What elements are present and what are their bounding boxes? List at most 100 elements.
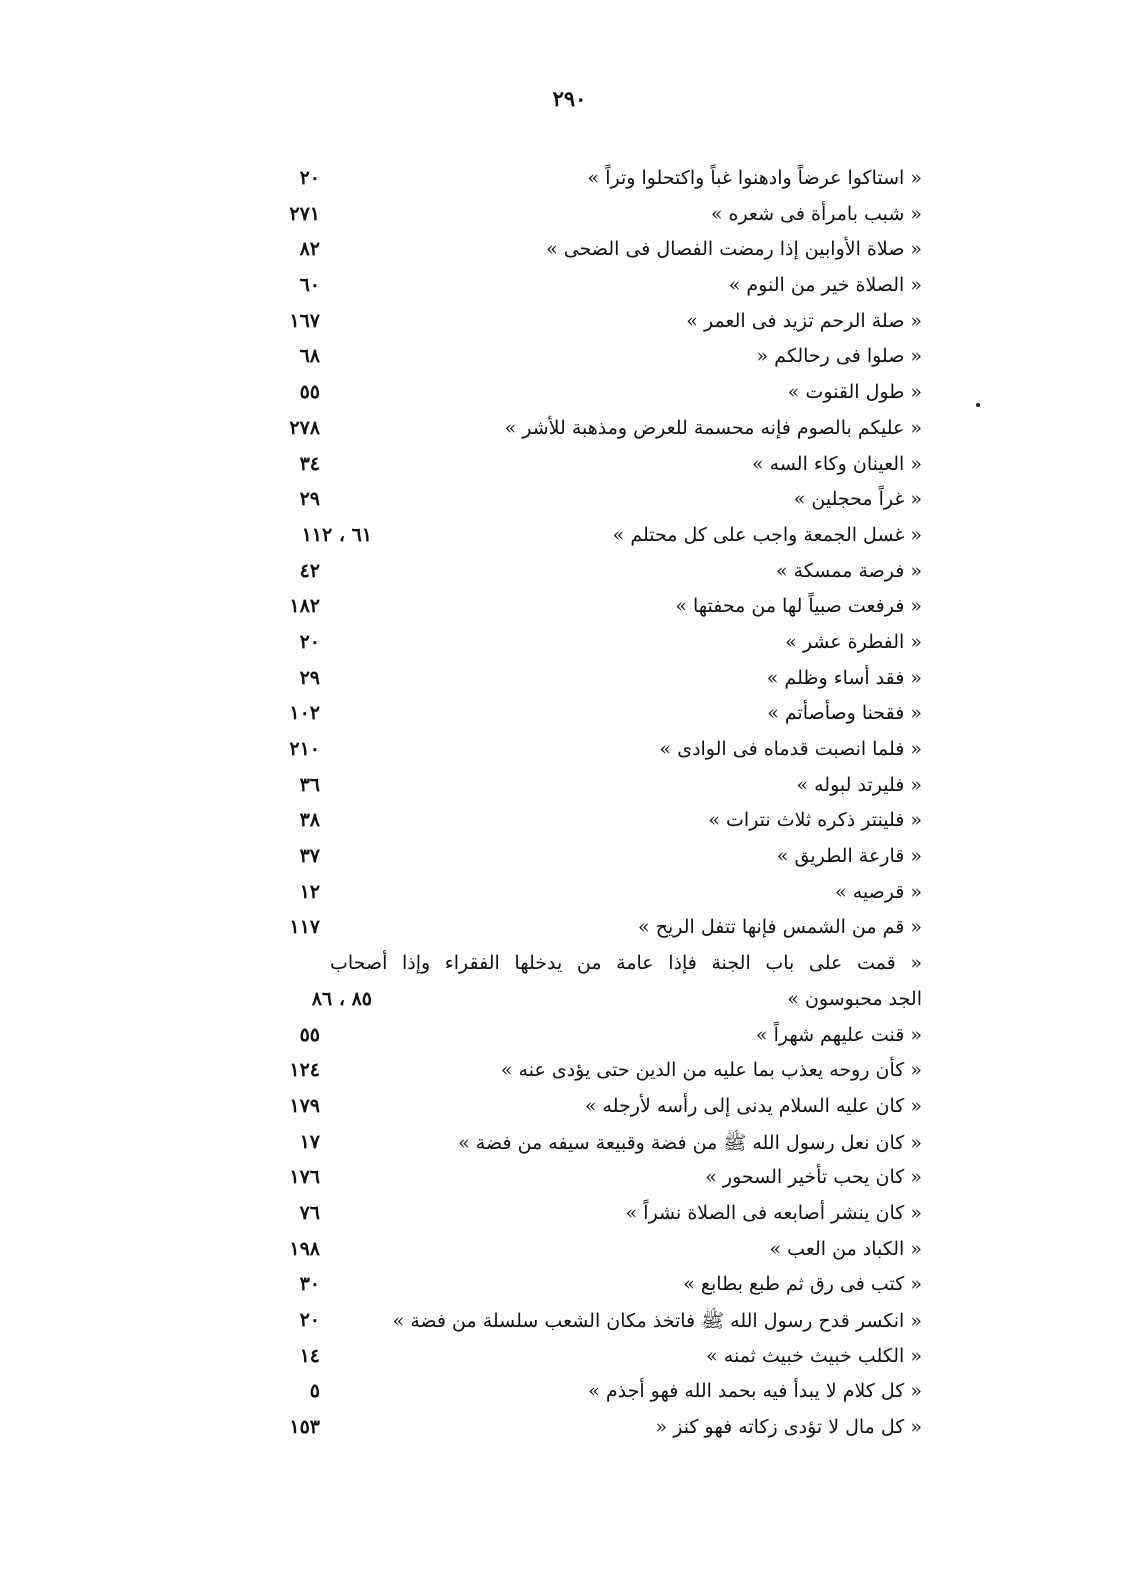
index-entry: « فليرتد لبوله » ٣٦ — [250, 770, 922, 806]
index-entry: « العينان وكاء السه » ٣٤ — [250, 449, 922, 485]
entry-page-refs: ٧٦ — [299, 1201, 320, 1224]
index-entry: « فلينتر ذكره ثلاث نترات » ٣٨ — [250, 805, 922, 841]
index-entry: « غسل الجمعة واجب على كل محتلم » ٦١ ، ١١٢ — [250, 520, 922, 556]
index-entry: « كتب فى رق ثم طبع بطابع » ٣٠ — [250, 1269, 922, 1305]
entry-page-refs: ٣٠ — [299, 1273, 320, 1296]
index-entry: « فقحنا وصأصأتم » ١٠٢ — [250, 698, 922, 734]
entry-page-refs: ١٨٢ — [289, 595, 320, 618]
index-entry: « كان نعل رسول الله ﷺ من فضة وقبيعة سيفه… — [250, 1127, 922, 1163]
entry-page-refs: ٢١٠ — [289, 738, 320, 760]
index-entry: « صلة الرحم تزيد فى العمر » ١٦٧ — [250, 306, 922, 342]
entry-page-refs: ١٩٨ — [289, 1237, 320, 1260]
entry-page-refs: ١٥٣ — [289, 1416, 320, 1439]
entry-text: « قنت عليهم شهراً » — [755, 1023, 922, 1046]
index-entry: « عليكم بالصوم فإنه محسمة للعرض ومذهبة ل… — [250, 413, 922, 449]
entry-text: « الفطرة عشر » — [785, 630, 922, 653]
entry-page-refs: ١٢٤ — [289, 1059, 320, 1082]
entry-page-refs: ٢٩ — [299, 488, 320, 511]
entry-text: « فلما انصبت قدماه فى الوادى » — [659, 738, 922, 760]
entry-text: « فرفعت صبياً لها من محفتها » — [675, 595, 922, 618]
index-entry: « الصلاة خير من النوم » ٦٠ — [250, 270, 922, 306]
index-entry: « قنت عليهم شهراً » ٥٥ — [250, 1020, 922, 1056]
entry-page-refs: ٢٠ — [299, 1309, 320, 1331]
entry-text: الجد محبوسون » — [787, 987, 922, 1010]
entry-text: « غسل الجمعة واجب على كل محتلم » — [612, 523, 922, 546]
entry-text: « طول القنوت » — [787, 381, 922, 404]
entry-page-refs: ١١٧ — [289, 916, 320, 939]
entry-text: « فلينتر ذكره ثلاث نترات » — [708, 809, 922, 832]
entry-page-refs: ٥٥ — [299, 381, 320, 404]
index-entry: « استاكوا عرضاً وادهنوا غباً واكتحلوا وت… — [250, 163, 922, 199]
index-entry: « كان يحب تأخير السحور » ١٧٦ — [250, 1162, 922, 1198]
entry-page-refs: ١٧٩ — [289, 1094, 320, 1117]
index-entries: « استاكوا عرضاً وادهنوا غباً واكتحلوا وت… — [250, 163, 922, 1448]
entry-page-refs: ٨٥ ، ٨٦ — [311, 987, 372, 1010]
entry-page-refs: ٦٨ — [299, 345, 320, 368]
index-entry: « طول القنوت » ٥٥ — [250, 377, 922, 413]
entry-text: « قارعة الطريق » — [776, 845, 922, 868]
entry-page-refs: ٣٤ — [299, 452, 320, 475]
index-entry: الجد محبوسون » ٨٥ ، ٨٦ — [250, 984, 922, 1020]
entry-text: « كتب فى رق ثم طبع بطابع » — [683, 1273, 922, 1296]
entry-text: « شبب بامرأة فى شعره » — [710, 202, 922, 225]
entry-page-refs: ٣٦ — [299, 773, 320, 796]
index-entry: « الكلب خبيث خبيث ثمنه » ١٤ — [250, 1341, 922, 1377]
index-entry: « قرصيه » ١٢ — [250, 877, 922, 913]
entry-page-refs: ٢٠ — [299, 167, 320, 189]
entry-text: « كان عليه السلام يدنى إلى رأسه لأرجله » — [584, 1094, 922, 1117]
entry-text: « عليكم بالصوم فإنه محسمة للعرض ومذهبة ل… — [504, 416, 922, 439]
page-number: ٢٩٠ — [552, 86, 587, 111]
entry-page-refs: ٨٢ — [299, 238, 320, 261]
index-entry: « غراً محجلين » ٢٩ — [250, 484, 922, 520]
entry-page-refs: ٢٩ — [299, 666, 320, 689]
entry-text: « صلوا فى رحالكم « — [756, 345, 922, 368]
entry-page-refs: ٥٥ — [299, 1023, 320, 1046]
index-entry: « قارعة الطريق » ٣٧ — [250, 841, 922, 877]
entry-text: « العينان وكاء السه » — [752, 452, 922, 475]
entry-text: « كان يحب تأخير السحور » — [705, 1166, 922, 1189]
entry-page-refs: ٢٧٨ — [289, 416, 320, 439]
entry-text: « كان نعل رسول الله ﷺ من فضة وقبيعة سيفه… — [458, 1131, 922, 1154]
index-entry: « صلوا فى رحالكم « ٦٨ — [250, 341, 922, 377]
entry-text: « كأن روحه يعذب بما عليه من الدين حتى يؤ… — [500, 1059, 922, 1082]
index-entry: « كأن روحه يعذب بما عليه من الدين حتى يؤ… — [250, 1055, 922, 1091]
entry-text: « فرصة ممسكة » — [775, 559, 922, 582]
entry-page-refs: ١٠٢ — [289, 702, 320, 725]
index-entry: « فلما انصبت قدماه فى الوادى » ٢١٠ — [250, 734, 922, 770]
entry-page-refs: ٣٨ — [299, 809, 320, 832]
entry-page-refs: ٢٧١ — [289, 202, 320, 225]
entry-text: « قمت على باب الجنة فإذا عامة من يدخلها … — [330, 952, 922, 975]
index-entry: « انكسر قدح رسول الله ﷺ فاتخذ مكان الشعب… — [250, 1305, 922, 1341]
entry-text: « صلاة الأوابين إذا رمضت الفصال فى الضحى… — [546, 238, 922, 261]
entry-text: « قم من الشمس فإنها تتفل الريح » — [638, 916, 922, 939]
index-entry: « شبب بامرأة فى شعره » ٢٧١ — [250, 199, 922, 235]
entry-page-refs: ٣٧ — [299, 845, 320, 868]
entry-text: « فقد أساء وظلم » — [766, 666, 922, 689]
entry-text: « انكسر قدح رسول الله ﷺ فاتخذ مكان الشعب… — [392, 1310, 922, 1332]
entry-text: « كل مال لا تؤدى زكاته فهو كنز « — [655, 1416, 922, 1439]
index-entry: « فرصة ممسكة » ٤٢ — [250, 556, 922, 592]
entry-text: « فليرتد لبوله » — [796, 773, 922, 796]
index-entry: « فقد أساء وظلم » ٢٩ — [250, 663, 922, 699]
index-entry: « كل مال لا تؤدى زكاته فهو كنز « ١٥٣ — [250, 1412, 922, 1448]
entry-page-refs: ٥ — [309, 1380, 320, 1403]
entry-page-refs: ١٧٦ — [289, 1166, 320, 1189]
index-entry: « الفطرة عشر » ٢٠ — [250, 627, 922, 663]
entry-text: « كل كلام لا يبدأ فيه بحمد الله فهو أجذم… — [588, 1380, 922, 1403]
entry-text: « فقحنا وصأصأتم » — [767, 702, 922, 725]
entry-page-refs: ١٤ — [299, 1344, 320, 1367]
index-entry: « قم من الشمس فإنها تتفل الريح » ١١٧ — [250, 912, 922, 948]
index-entry: « الكباد من العب » ١٩٨ — [250, 1234, 922, 1270]
entry-text: « قرصيه » — [835, 880, 922, 903]
index-entry: « كان ينشر أصابعه فى الصلاة نشراً » ٧٦ — [250, 1198, 922, 1234]
entry-page-refs: ٦١ ، ١١٢ — [301, 523, 372, 546]
index-entry: « كل كلام لا يبدأ فيه بحمد الله فهو أجذم… — [250, 1376, 922, 1412]
entry-page-refs: ١٦٧ — [289, 309, 320, 332]
index-entry: « فرفعت صبياً لها من محفتها » ١٨٢ — [250, 591, 922, 627]
entry-text: « الصلاة خير من النوم » — [728, 274, 922, 297]
index-entry: « كان عليه السلام يدنى إلى رأسه لأرجله »… — [250, 1091, 922, 1127]
entry-text: « صلة الرحم تزيد فى العمر » — [686, 309, 922, 332]
entry-text: « كان ينشر أصابعه فى الصلاة نشراً » — [625, 1201, 922, 1224]
scan-speck — [976, 403, 980, 407]
entry-page-refs: ٤٢ — [299, 559, 320, 582]
